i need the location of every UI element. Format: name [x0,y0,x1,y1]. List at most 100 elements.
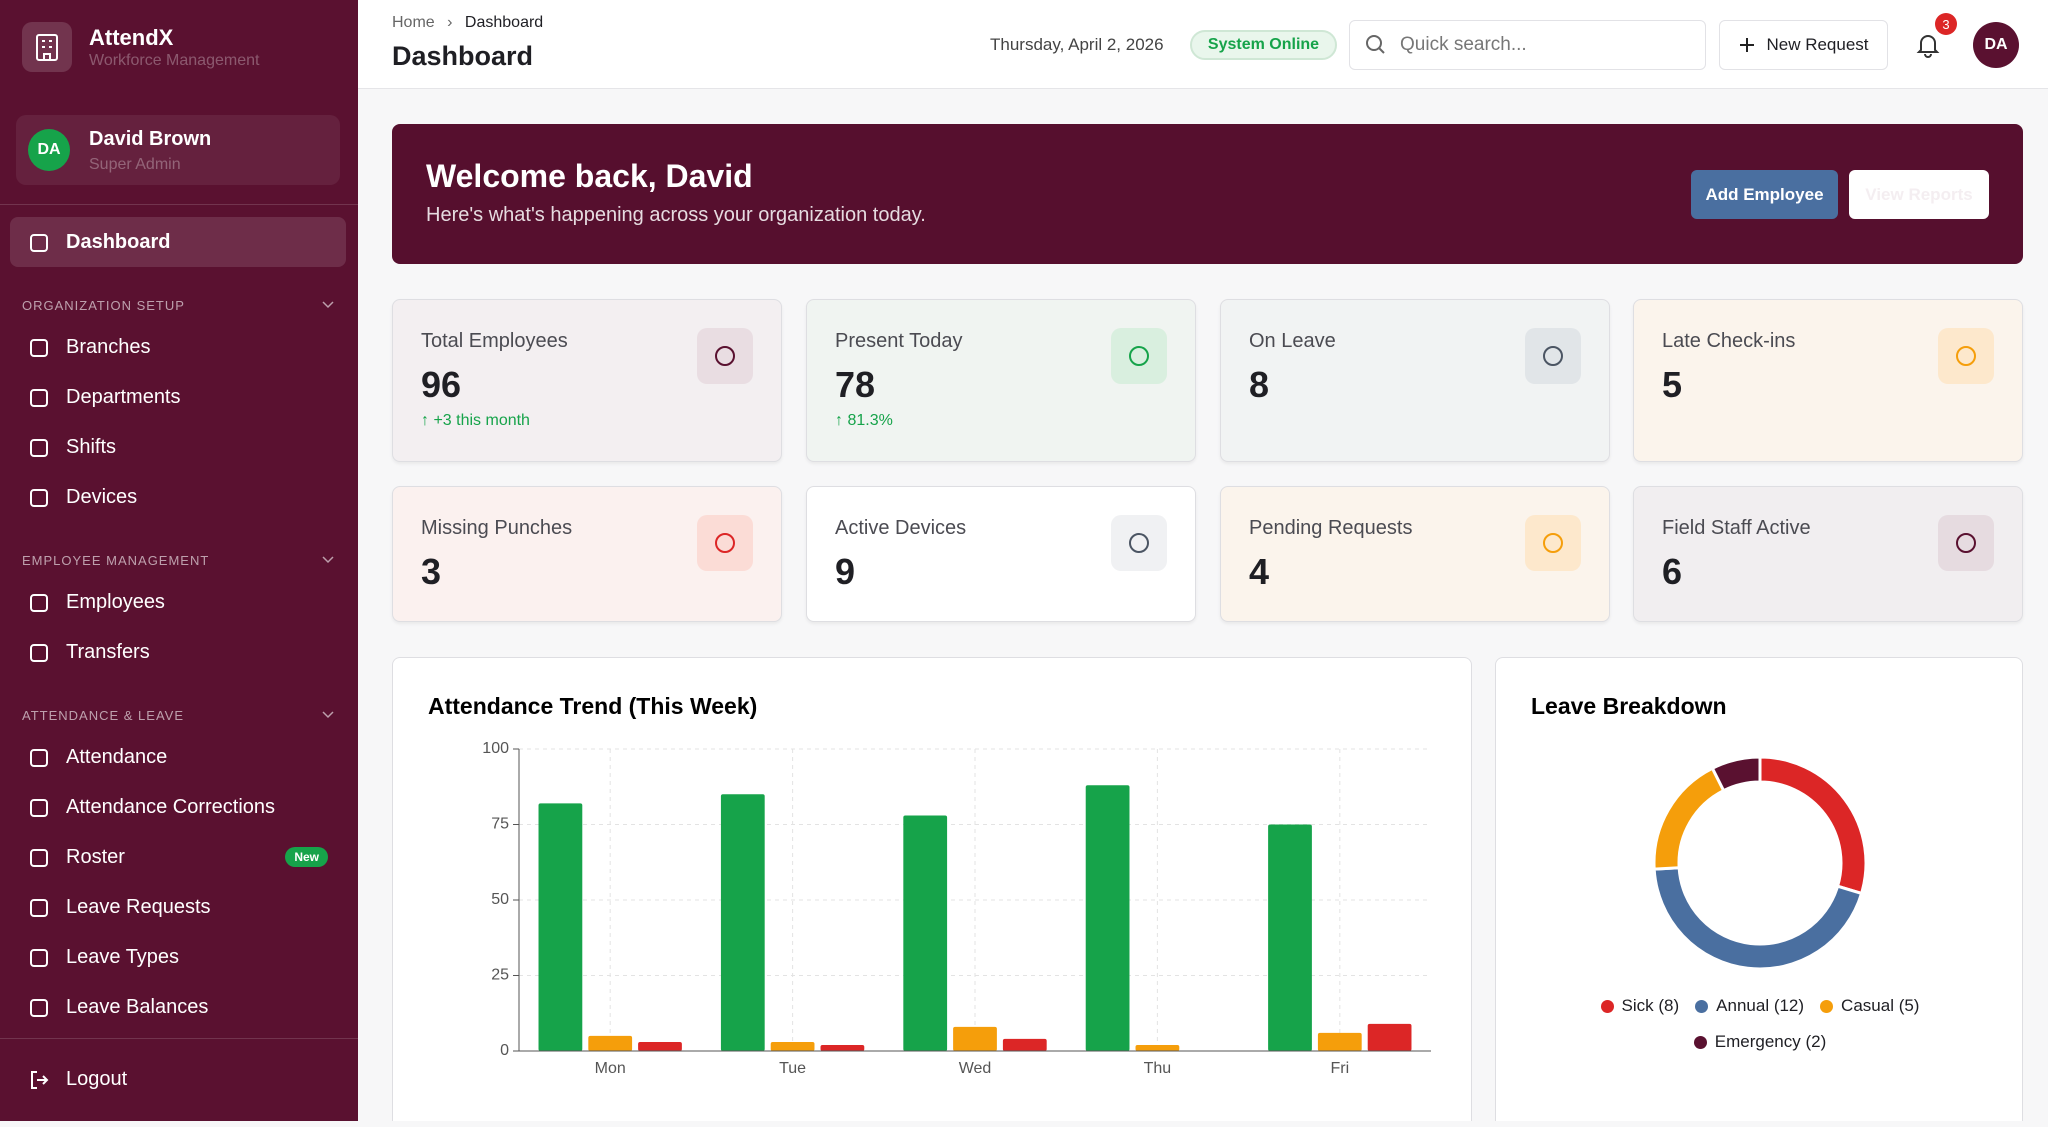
stat-icon [1938,328,1994,384]
stat-value: 3 [421,551,442,592]
logo-icon [36,34,58,61]
bar [1085,785,1130,1051]
icon-shape [30,644,48,662]
add-employee[interactable]: Add Employee [1691,170,1838,219]
nav-item[interactable]: Employees [10,577,346,627]
nav-item[interactable]: Leave Types [10,932,346,982]
stat-value: 8 [1249,364,1270,405]
stat-label: On Leave [1249,330,1336,352]
nav-item[interactable]: Roster New [10,832,346,882]
icon-shape [30,594,48,612]
icon-shape [30,799,48,817]
view-reports[interactable]: View Reports [1849,170,1989,219]
nav-item[interactable]: Attendance Corrections [10,782,346,832]
nav-item[interactable]: Transfers [10,627,346,677]
legend-swatch [1820,999,1834,1013]
x-tick-label: Fri [1330,1060,1349,1077]
icon-shape [30,749,48,767]
nav-section[interactable]: ORGANIZATION SETUP [10,291,346,319]
divider [0,1038,358,1039]
breadcrumb-current: Dashboard [464,14,544,31]
bar [538,803,583,1051]
nav-item[interactable]: Leave Requests [10,882,346,932]
nav-item[interactable]: Leave Balances [10,982,346,1032]
bar [720,794,765,1051]
nav-label: Attendance [66,745,168,768]
nav-section[interactable]: EMPLOYEE MANAGEMENT [10,546,346,574]
search-placeholder: Quick search... [1400,34,1527,55]
divider [0,204,358,205]
legend-item: Annual (12) [1695,996,1804,1016]
breadcrumb-link[interactable]: Home [392,14,435,31]
bell[interactable] [1916,32,1940,58]
icon-shape [30,489,48,507]
stat-label: Active Devices [835,517,967,539]
search[interactable]: Quick search... [1349,20,1706,70]
chevron-path [322,711,334,719]
stat-icon [1111,515,1167,571]
stat-label: Total Employees [421,330,568,352]
stat-card: Pending Requests 4 [1220,486,1610,622]
nav-item[interactable]: Departments [10,372,346,422]
user-avatar: DA [28,129,70,171]
icon-shape [1956,346,1976,366]
nav-item[interactable]: Attendance [10,732,346,782]
stat-note: ↑ 81.3% [835,412,893,429]
nav-label: Transfers [66,640,150,663]
tagline: Workforce Management [89,52,260,69]
nav-item[interactable]: Branches [10,322,346,372]
stat-card: On Leave 8 [1220,299,1610,462]
stat-card: Late Check-ins 5 [1633,299,2023,462]
avatar[interactable]: DA [1973,22,2019,68]
stat-note-text: +3 this month [433,412,530,429]
sidebar: AttendX Workforce Management DA David Br… [0,0,358,1121]
icon-shape [1543,533,1563,553]
stat-icon [1525,328,1581,384]
date: Thursday, April 2, 2026 [990,35,1164,54]
nav-icon [30,999,48,1017]
bar [588,1035,633,1051]
user-role: Super Admin [89,156,181,173]
nav-label: Shifts [66,435,117,458]
nav-section[interactable]: ATTENDANCE & LEAVE [10,701,346,729]
stat-value: 9 [835,551,856,592]
stat-value: 5 [1662,364,1683,405]
breadcrumb: Home › Dashboard [392,14,543,32]
bar [1268,824,1312,1051]
nav-item[interactable]: Dashboard [10,217,346,267]
nav-icon [30,234,48,252]
stat-icon-glyph [1956,533,1976,553]
stat-note: ↑ +3 this month [421,412,530,429]
bar [770,1041,815,1051]
bar-chart: Attendance Trend (This Week) 0 25 50 75 100 Mo… [428,693,1431,1077]
chevron [322,301,334,309]
nav-badge: New [285,847,328,867]
donut-slice [1710,755,1762,793]
y-tick-label: 75 [491,816,509,833]
user-card[interactable]: DA David Brown Super Admin [16,115,340,185]
section-title: EMPLOYEE MANAGEMENT [22,552,210,568]
y-tick-label: 25 [491,967,509,984]
nav-item[interactable]: Devices [10,472,346,522]
stat-note-text: 81.3% [847,412,893,429]
stat-icon [697,328,753,384]
status: System Online [1190,30,1337,60]
nav-label: Attendance Corrections [66,795,276,818]
stat-icon [1111,328,1167,384]
legend-label: Casual (5) [1841,996,1920,1015]
nav-label: Devices [66,485,138,508]
stat-icon [1938,515,1994,571]
x-tick-label: Mon [595,1060,626,1077]
stat-card: Missing Punches 3 [392,486,782,622]
nav-item[interactable]: Shifts [10,422,346,472]
logout[interactable]: Logout [10,1054,346,1104]
topbar: Home › Dashboard Dashboard Thursday, Apr… [358,0,2048,89]
new-request[interactable]: New Request [1719,20,1888,70]
stat-icon-glyph [1543,346,1563,366]
legend: Sick (8) Annual (12) Casual (5) Emergency (… [1556,996,1964,1052]
nav-label: Dashboard [66,230,171,253]
chevron [322,556,334,564]
nav-icon [30,849,48,867]
